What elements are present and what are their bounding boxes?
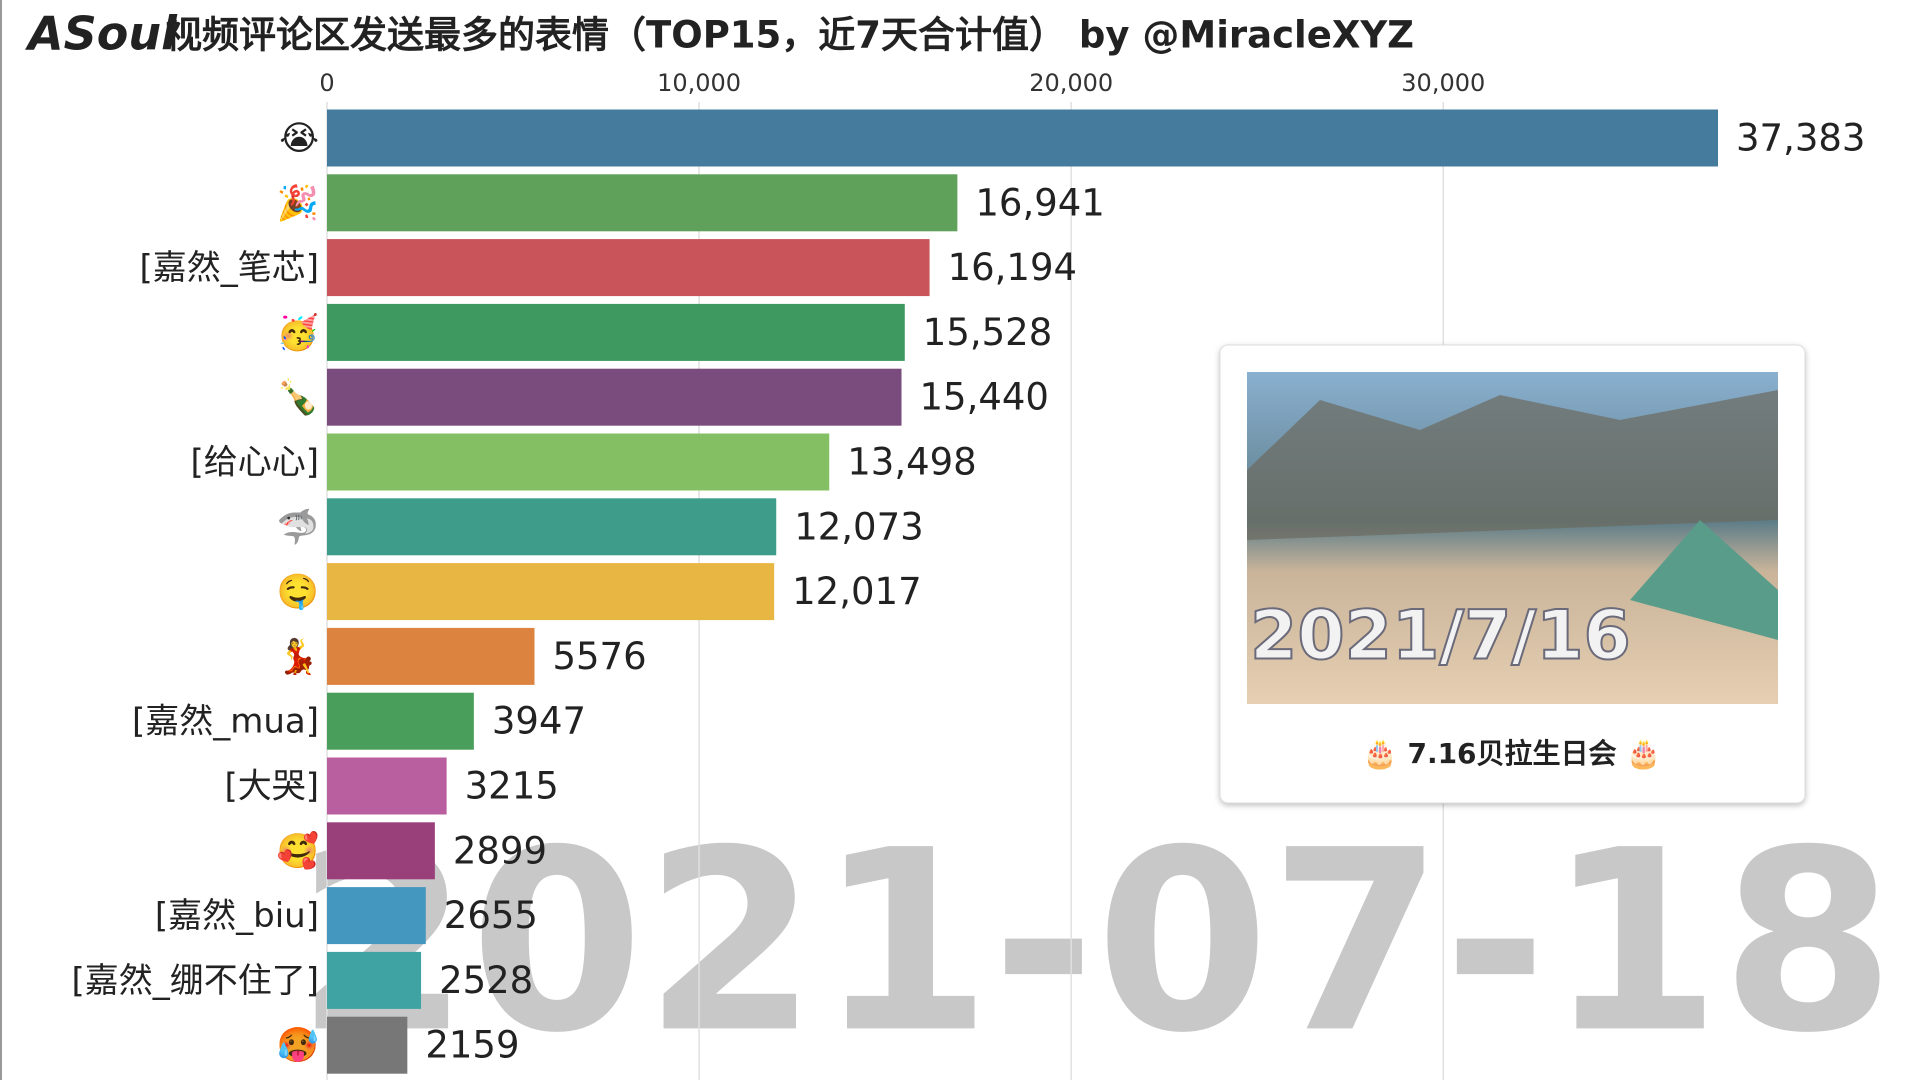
- bar: [327, 433, 830, 491]
- bar: [327, 627, 535, 685]
- value-label: 15,528: [923, 311, 1052, 354]
- card-caption: 🎂 7.16贝拉生日会 🎂: [1363, 736, 1661, 770]
- left-edge: [0, 0, 2, 1080]
- bar: [327, 109, 1718, 167]
- y-tick-label: [嘉然_biu]: [155, 896, 319, 936]
- value-label: 12,073: [794, 505, 923, 548]
- value-label: 12,017: [792, 570, 921, 613]
- y-tick-label: [嘉然_笔芯]: [139, 248, 319, 288]
- value-label: 3947: [492, 700, 586, 743]
- card-image-tent: [1630, 520, 1778, 640]
- y-tick-label: [嘉然_绷不住了]: [71, 961, 319, 1001]
- y-tick-label: 🦈: [277, 507, 319, 547]
- bar: [327, 303, 905, 361]
- value-label: 37,383: [1736, 117, 1865, 160]
- y-tick-label: 🥰: [277, 830, 319, 871]
- bar: [327, 692, 474, 750]
- y-tick-label: 😭: [279, 119, 319, 159]
- value-label: 15,440: [920, 376, 1049, 419]
- value-label: 2159: [425, 1024, 519, 1067]
- y-tick-label: [给心心]: [190, 443, 319, 483]
- card-image-rocks: [1247, 390, 1778, 540]
- value-label: 16,941: [975, 181, 1104, 224]
- annotation-card: 2021/7/16 🎂 7.16贝拉生日会 🎂: [1219, 344, 1806, 804]
- bar: [327, 757, 447, 815]
- bar: [327, 951, 422, 1009]
- bar: [327, 498, 777, 556]
- date-label: 2021-07-18: [296, 796, 1895, 1080]
- y-tick-label: [大哭]: [224, 767, 319, 807]
- bar: [327, 239, 930, 297]
- chart-title: 视频评论区发送最多的表情（TOP15，近7天合计值） by @MiracleXY…: [165, 14, 1414, 57]
- y-tick-label: 🍾: [277, 378, 319, 418]
- value-label: 2899: [453, 829, 547, 872]
- bar: [327, 1016, 408, 1074]
- bar: [327, 174, 958, 232]
- card-image-text: 2021/7/16: [1250, 597, 1631, 676]
- x-tick-label: 10,000: [657, 69, 741, 97]
- x-tick-label: 20,000: [1029, 69, 1113, 97]
- bar: [327, 822, 435, 880]
- value-label: 16,194: [948, 246, 1077, 289]
- y-tick-label: 🥵: [277, 1026, 319, 1066]
- y-tick-label: [嘉然_mua]: [132, 702, 319, 742]
- value-label: 3215: [465, 765, 559, 808]
- value-label: 13,498: [847, 441, 976, 484]
- value-label: 5576: [552, 635, 646, 678]
- x-tick-label: 0: [319, 69, 334, 97]
- y-tick-label: 🎉: [277, 183, 319, 223]
- value-label: 2528: [439, 959, 533, 1002]
- y-tick-label: 💃: [277, 637, 319, 677]
- y-tick-label: 🤤: [277, 572, 319, 612]
- y-tick-label: 🥳: [277, 312, 319, 353]
- x-tick-label: 30,000: [1401, 69, 1485, 97]
- value-label: 2655: [444, 894, 538, 937]
- bar: [327, 887, 426, 945]
- logo: ASoul: [25, 7, 178, 61]
- bar: [327, 368, 902, 426]
- bar: [327, 563, 775, 621]
